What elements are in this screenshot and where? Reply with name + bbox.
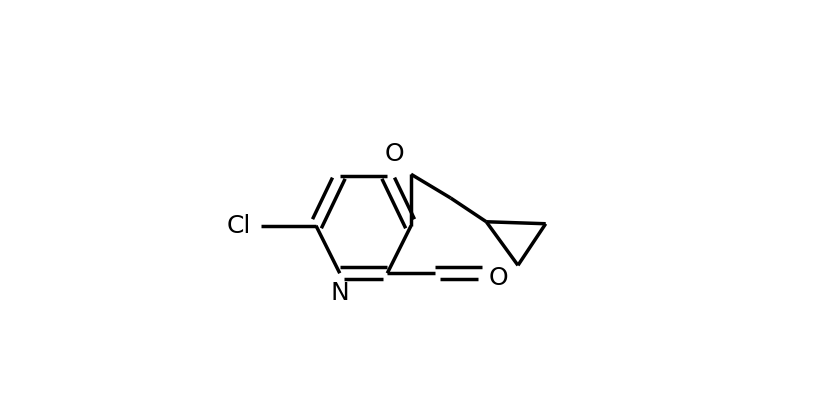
- Text: O: O: [488, 266, 508, 290]
- Text: O: O: [384, 141, 404, 166]
- Text: N: N: [330, 281, 349, 305]
- Text: Cl: Cl: [227, 214, 251, 238]
